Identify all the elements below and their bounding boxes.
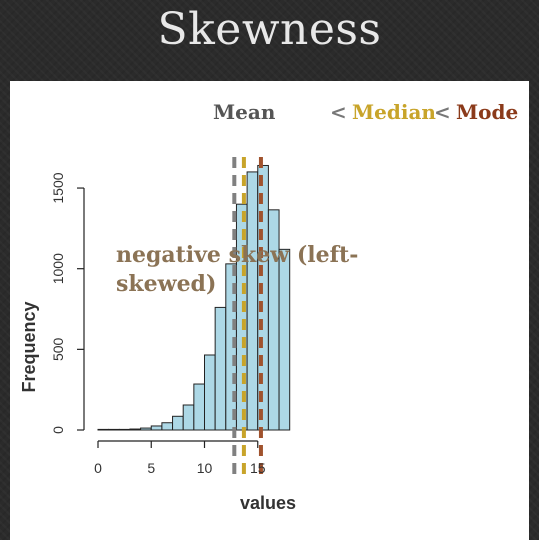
x-tick-label: 5	[147, 460, 155, 476]
histogram-bar	[161, 422, 174, 431]
histogram-bar	[150, 425, 163, 431]
y-tick-label: 1000	[50, 253, 66, 284]
x-tick-label: 10	[197, 460, 213, 476]
histogram-bar	[129, 428, 142, 431]
y-tick-label: 500	[50, 337, 66, 361]
histogram-bar	[118, 428, 131, 431]
axes-group: 0 5 10 15 0 500 1000 1500	[50, 172, 266, 476]
legend-lt-2: <	[434, 100, 451, 124]
histogram-bar	[193, 383, 206, 431]
histogram-bar	[214, 306, 227, 431]
histogram-bar	[108, 428, 120, 431]
legend-median: Median	[352, 100, 436, 124]
x-tick-label: 15	[250, 460, 266, 476]
y-tick-label: 0	[50, 426, 66, 434]
histogram-bar	[278, 248, 291, 431]
histogram-bar	[140, 427, 152, 431]
bars-group	[97, 164, 291, 431]
x-axis-label: values	[240, 493, 296, 513]
histogram-bar	[246, 171, 259, 431]
histogram-bar	[172, 415, 184, 431]
histogram-bar	[97, 428, 110, 431]
y-tick-label: 1500	[50, 172, 66, 203]
x-tick-label: 0	[94, 460, 102, 476]
histogram-bar	[204, 354, 216, 431]
annotation-line-2: skewed)	[116, 271, 216, 297]
chart-panel: 0 5 10 15 0 500 1000 1500 Mean < Median < Mode …	[10, 81, 529, 540]
annotation-line-1: negative skew (left-	[116, 242, 358, 268]
slide-title: Skewness	[157, 4, 382, 55]
legend-mean: Mean	[213, 100, 276, 124]
legend-mode: Mode	[456, 100, 518, 124]
histogram-bar	[257, 164, 269, 431]
y-axis-label: Frequency	[19, 301, 39, 392]
histogram-bar	[182, 404, 195, 431]
legend-lt-1: <	[330, 100, 347, 124]
